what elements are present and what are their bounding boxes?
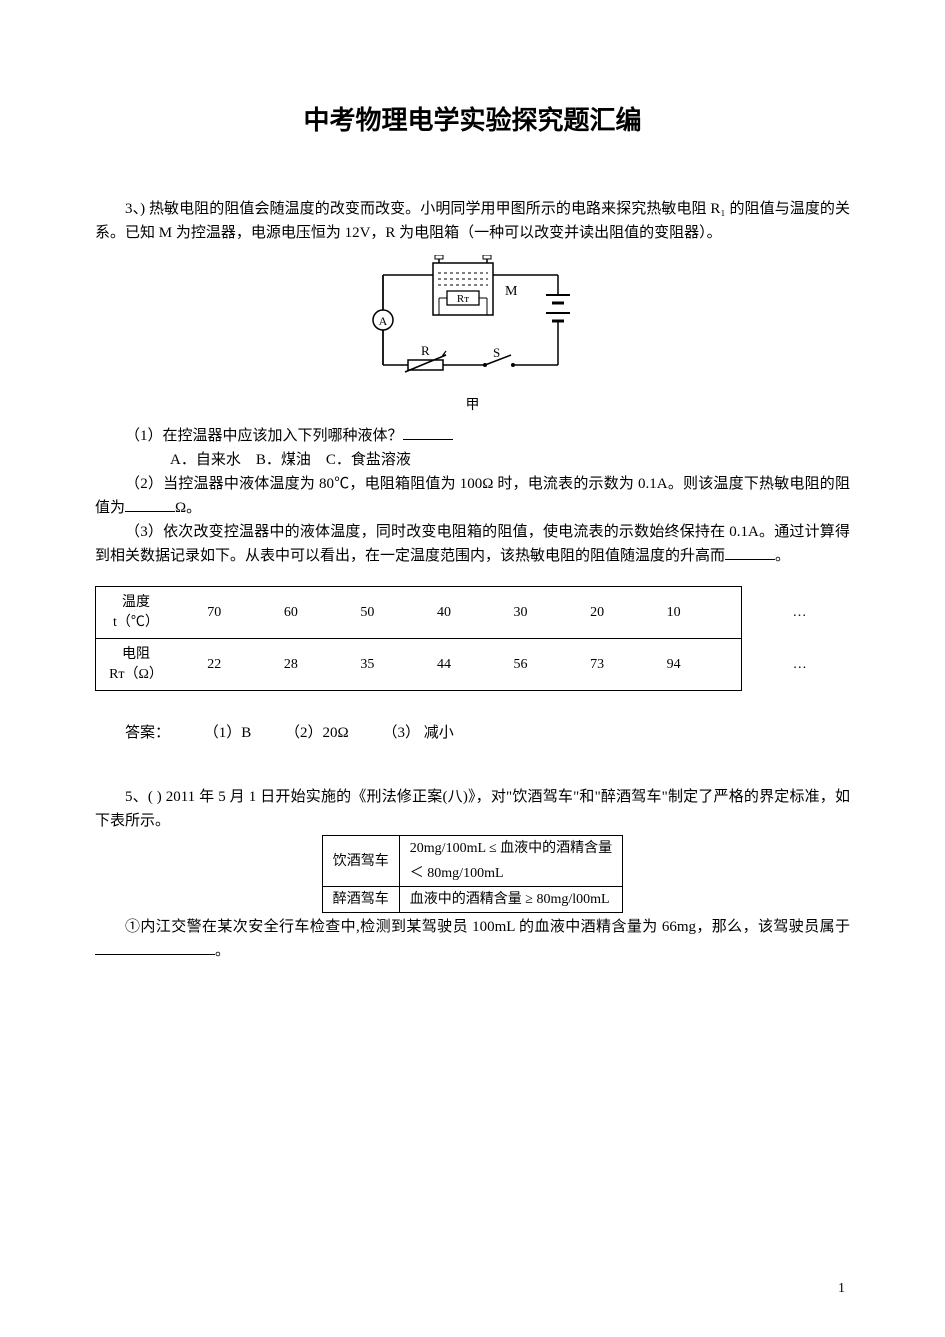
table-row: 电阻 Rᴛ（Ω） 22 28 35 44 56 73 94 … bbox=[96, 639, 850, 691]
q3-part2: （2）当控温器中液体温度为 80℃，电阻箱阻值为 100Ω 时，电流表的示数为 … bbox=[95, 472, 850, 520]
q3-part1-options: A．自来水 B．煤油 C．食盐溶液 bbox=[95, 448, 850, 472]
rt-label: Rᴛ bbox=[456, 293, 468, 305]
q3-blank2 bbox=[125, 496, 175, 512]
q3-table: 温度 t（℃） 70 60 50 40 30 20 10 … 电阻 Rᴛ（Ω） … bbox=[95, 586, 850, 691]
page-title: 中考物理电学实验探究题汇编 bbox=[95, 100, 850, 137]
q5-blank1 bbox=[95, 939, 215, 955]
table-row: 温度 t（℃） 70 60 50 40 30 20 10 … bbox=[96, 587, 850, 639]
q3-blank1 bbox=[403, 424, 453, 440]
q3-answers: 答案： （1）B （2）20Ω （3） 减小 bbox=[95, 721, 850, 745]
q5-intro: 5、( ) 2011 年 5 月 1 日开始实施的《刑法修正案(八)》，对"饮酒… bbox=[95, 785, 850, 833]
table-row: 醉酒驾车 血液中的酒精含量 ≥ 80mg/l00mL bbox=[322, 887, 622, 913]
q3-blank3 bbox=[725, 544, 775, 560]
q3-part3: （3）依次改变控温器中的液体温度，同时改变电阻箱的阻值，使电流表的示数始终保持在… bbox=[95, 520, 850, 568]
m-label: M bbox=[505, 284, 518, 299]
row2-head: 电阻 Rᴛ（Ω） bbox=[96, 639, 177, 691]
alcohol-table: 饮酒驾车 20mg/100mL ≤ 血液中的酒精含量 ＜ 80mg/100mL … bbox=[322, 835, 623, 913]
table-row: 饮酒驾车 20mg/100mL ≤ 血液中的酒精含量 bbox=[322, 836, 622, 862]
ammeter-label: A bbox=[378, 314, 387, 328]
r-label: R bbox=[421, 343, 430, 358]
circuit-caption: 甲 bbox=[95, 394, 850, 414]
s-label: S bbox=[493, 345, 500, 360]
q5-part1: ①内江交警在某次安全行车检查中,检测到某驾驶员 100mL 的血液中酒精含量为 … bbox=[95, 915, 850, 963]
circuit-diagram: A Rᴛ M R S 甲 bbox=[95, 255, 850, 414]
q3-part1-q: （1）在控温器中应该加入下列哪种液体？ bbox=[95, 424, 850, 448]
page-number: 1 bbox=[838, 1281, 845, 1297]
row1-head: 温度 t（℃） bbox=[96, 587, 177, 639]
q3-intro: 3、) 热敏电阻的阻值会随温度的改变而改变。小明同学用甲图所示的电路来探究热敏电… bbox=[95, 197, 850, 245]
